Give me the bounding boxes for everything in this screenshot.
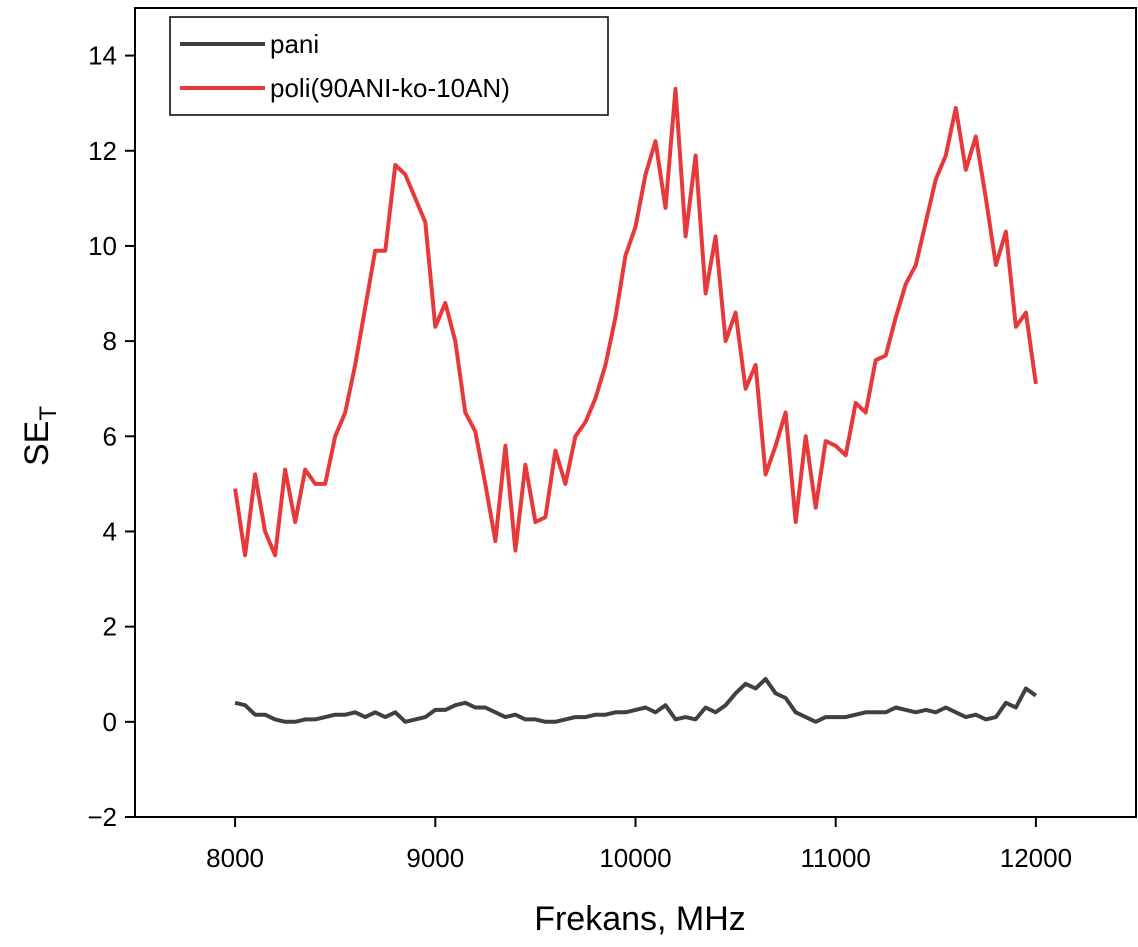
plot-frame xyxy=(134,7,1137,818)
y-tick-label: 14 xyxy=(88,41,117,71)
legend-label: pani xyxy=(270,29,319,59)
series-line xyxy=(234,677,1038,724)
y-tick-label: 8 xyxy=(103,326,117,356)
x-tick-label: 10000 xyxy=(599,843,671,873)
y-tick-label: 6 xyxy=(103,421,117,451)
legend-label: poli(90ANI-ko-10AN) xyxy=(270,73,510,103)
y-tick-label: 0 xyxy=(103,707,117,737)
x-tick-label: 12000 xyxy=(1000,843,1072,873)
x-tick-label: 9000 xyxy=(406,843,464,873)
y-axis-label-sub: T xyxy=(35,406,62,421)
y-tick-label: 10 xyxy=(88,231,117,261)
series-line xyxy=(233,86,1038,558)
x-axis-label: Frekans, MHz xyxy=(534,900,746,938)
x-tick-label: 11000 xyxy=(801,843,871,873)
y-tick-label: 4 xyxy=(103,516,117,546)
legend-box xyxy=(169,16,609,116)
y-tick-label: 12 xyxy=(88,136,117,166)
y-axis-label: SET xyxy=(18,406,62,466)
y-tick-label: 2 xyxy=(103,612,117,642)
x-tick-label: 8000 xyxy=(206,843,264,873)
y-axis-label-main: SE xyxy=(18,421,56,466)
y-tick-label: −2 xyxy=(87,802,117,832)
